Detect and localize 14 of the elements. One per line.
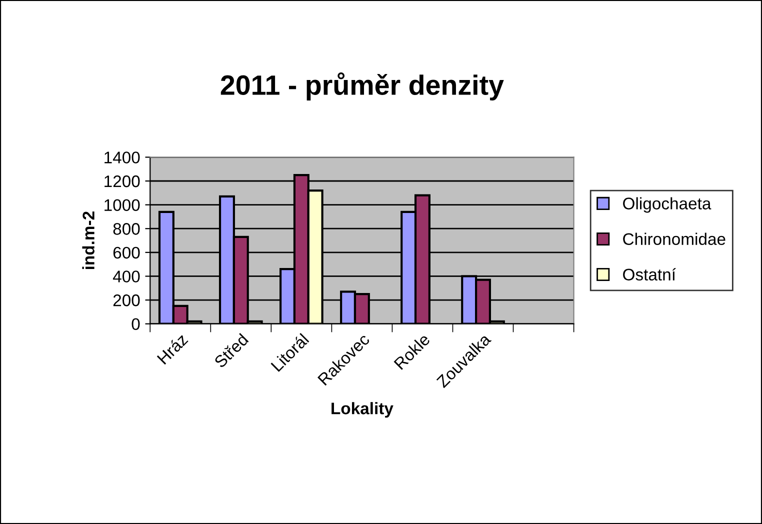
y-tick-label: 1400 — [104, 152, 140, 164]
y-axis-title: ind.m-2 — [82, 212, 94, 269]
chart-title: 2011 - průměr denzity — [220, 72, 504, 100]
x-axis-title: Lokality — [332, 402, 394, 418]
legend-label: Oligochaeta — [623, 197, 712, 213]
legend-label: Ostatní — [623, 268, 676, 281]
legend-label: Chironomidae — [623, 232, 726, 245]
y-tick-label: 800 — [113, 223, 140, 235]
y-tick-label: 600 — [113, 246, 140, 259]
y-tick-label: 1000 — [104, 199, 140, 212]
y-tick-label: 0 — [132, 318, 140, 330]
y-tick-label: 1200 — [104, 175, 140, 188]
y-tick-label: 400 — [112, 270, 140, 282]
y-tick-label: 200 — [113, 294, 140, 306]
